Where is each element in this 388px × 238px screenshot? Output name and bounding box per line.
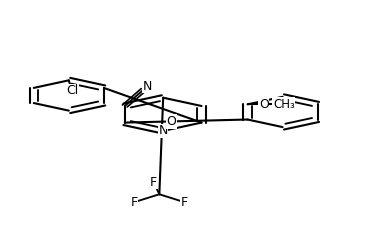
Text: N: N	[158, 124, 168, 137]
Text: CH₃: CH₃	[273, 98, 294, 111]
Text: N: N	[143, 80, 152, 93]
Text: Cl: Cl	[66, 84, 78, 97]
Text: F: F	[150, 176, 157, 189]
Text: O: O	[259, 98, 268, 111]
Text: F: F	[181, 196, 188, 209]
Text: F: F	[131, 196, 138, 209]
Text: O: O	[166, 115, 177, 128]
